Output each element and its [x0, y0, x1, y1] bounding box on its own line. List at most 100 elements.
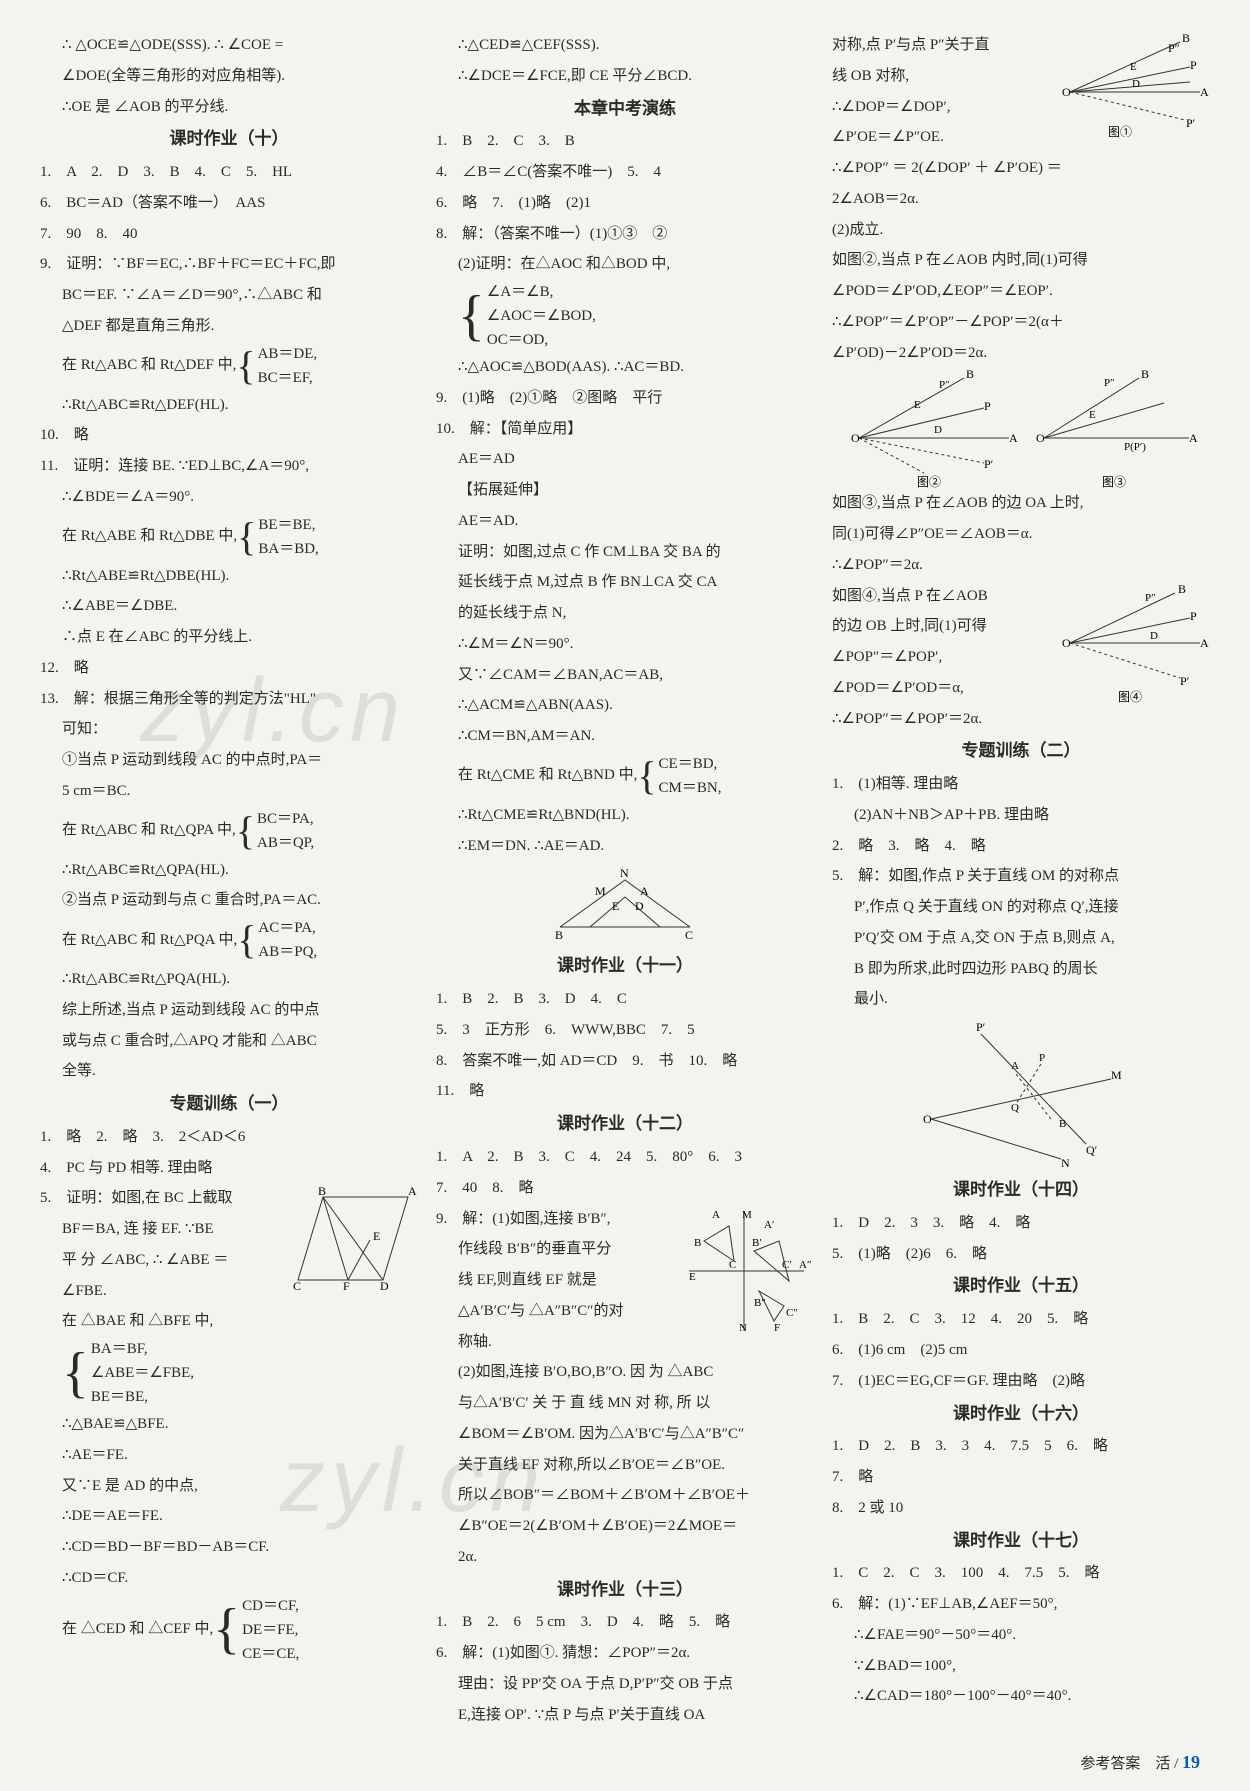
svg-text:A: A [712, 1209, 720, 1221]
svg-text:M: M [1111, 1068, 1122, 1082]
answer-line: 12. 略 [40, 653, 418, 684]
svg-text:F: F [774, 1322, 780, 1334]
proof-line: ∠P′OD)－2∠P′OD＝2α. [832, 338, 1210, 369]
text: BA＝BD, [258, 541, 318, 557]
proof-line: (2)证明：在△AOC 和△BOD 中, [436, 249, 814, 280]
proof-line: 所以∠BOB″＝∠BOM＋∠B′OM＋∠B′OE＋ [436, 1480, 814, 1511]
svg-text:N: N [1061, 1156, 1070, 1169]
svg-text:D: D [1132, 78, 1140, 90]
svg-text:O: O [1062, 85, 1071, 99]
proof-line: 的延长线于点 N, [436, 598, 814, 629]
proof-line: ∴CD＝CF. [40, 1563, 418, 1594]
proof-line: BC＝EF. ∵∠A＝∠D＝90°,∴△ABC 和 [40, 280, 418, 311]
svg-text:B: B [1178, 583, 1186, 596]
text: CD＝CF, [242, 1598, 299, 1614]
proof-line: B 即为所求,此时四边形 PABQ 的周长 [832, 954, 1210, 985]
proof-line: ∴△ACM≌△ABN(AAS). [436, 690, 814, 721]
text: OC＝OD, [487, 332, 548, 348]
proof-line: ∠B″OE＝2(∠B′OM＋∠B′OE)＝2∠MOE＝ [436, 1511, 814, 1542]
svg-text:B′: B′ [752, 1237, 762, 1249]
svg-text:图③: 图③ [1101, 475, 1125, 488]
section-heading-zk: 本章中考演练 [436, 92, 814, 127]
answer-line: 5. (1)略 (2)6 6. 略 [832, 1239, 1210, 1270]
svg-text:P: P [1190, 609, 1197, 623]
text: AB＝QP, [257, 835, 314, 851]
proof-line: 6. 解：(1)如图①. 猜想：∠POP″＝2α. [436, 1638, 814, 1669]
proof-line: 如图②,当点 P 在∠AOB 内时,同(1)可得 [832, 245, 1210, 276]
svg-text:D: D [380, 1279, 389, 1293]
proof-line: ∴Rt△ABC≌Rt△DEF(HL). [40, 390, 418, 421]
svg-text:P′: P′ [976, 1020, 986, 1034]
svg-text:N: N [620, 866, 629, 880]
proof-line: ∴Rt△ABE≌Rt△DBE(HL). [40, 561, 418, 592]
svg-text:E: E [914, 399, 921, 411]
proof-line: ∴CD＝BD－BF＝BD－AB＝CF. [40, 1532, 418, 1563]
proof-line: (2)成立. [832, 215, 1210, 246]
text: ∴∠DCE＝∠FCE,即 CE 平分∠BCD. [436, 61, 814, 92]
brace-group: 在 Rt△ABC 和 Rt△QPA 中, { BC＝PA, AB＝QP, [40, 807, 418, 855]
proof-line: P′Q′交 OM 于点 A,交 ON 于点 B,则点 A, [832, 923, 1210, 954]
brace-group: 在 Rt△ABC 和 Rt△DEF 中, { AB＝DE, BC＝EF, [40, 342, 418, 390]
diagram-row: O A B P″ P P′ E D 图② O A B P″ P(P′) E 图 [832, 368, 1210, 488]
proof-line: 关于直线 EF 对称,所以∠B′OE＝∠B″OE. [436, 1450, 814, 1481]
svg-text:图②: 图② [916, 475, 940, 488]
svg-text:P′: P′ [984, 457, 994, 471]
answer-line: 1. B 2. C 3. 12 4. 20 5. 略 [832, 1304, 1210, 1335]
proof-line: 在 △BAE 和 △BFE 中, [40, 1306, 418, 1337]
text: 在 Rt△ABC 和 Rt△DEF 中, [62, 350, 236, 381]
proof-line: 9. 证明：∵BF＝EC,∴BF＋FC＝EC＋FC,即 [40, 249, 418, 280]
svg-text:A: A [1009, 431, 1018, 445]
svg-text:P″: P″ [1145, 592, 1156, 604]
brace-icon: { [62, 1351, 91, 1396]
page-number: 19 [1182, 1752, 1200, 1772]
proof-line: 【拓展延伸】 [436, 475, 814, 506]
svg-text:P: P [1039, 1052, 1045, 1064]
proof-line: ∴∠POP″ ＝ 2(∠DOP′ ＋ ∠P′OE) ＝ [832, 153, 1210, 184]
answer-line: 1. B 2. B 3. D 4. C [436, 984, 814, 1015]
text: AB＝DE, [258, 346, 318, 362]
text: 在 Rt△ABC 和 Rt△PQA 中, [62, 925, 237, 956]
text: ∴OE 是 ∠AOB 的平分线. [40, 92, 418, 123]
parallelogram-diagram: B A C D E F [288, 1185, 418, 1295]
svg-text:C′: C′ [782, 1259, 792, 1271]
svg-text:A″: A″ [799, 1259, 812, 1271]
answer-line: 5. 3 正方形 6. WWW,BBC 7. 5 [436, 1015, 814, 1046]
svg-text:P″: P″ [1104, 377, 1115, 389]
svg-text:C: C [729, 1259, 736, 1271]
angle-diagram-1: O A B P″ P P′ E D 图① [1060, 32, 1210, 137]
text: ∠ABE＝∠FBE, [91, 1365, 194, 1381]
proof-line: 证明：如图,过点 C 作 CM⊥BA 交 BA 的 [436, 537, 814, 568]
proof-line: ∴∠POP″＝2α. [832, 550, 1210, 581]
svg-text:O: O [1062, 636, 1071, 650]
svg-text:B: B [318, 1185, 326, 1198]
section-heading-10: 课时作业（十） [40, 122, 418, 157]
proof-line: ∴∠ABE＝∠DBE. [40, 591, 418, 622]
svg-text:A: A [408, 1185, 417, 1198]
svg-text:P: P [984, 399, 991, 413]
proof-line: 与△A′B′C′ 关 于 直 线 MN 对 称, 所 以 [436, 1388, 814, 1419]
proof-line: 又∵E 是 AD 的中点, [40, 1471, 418, 1502]
proof-line: 又∵∠CAM＝∠BAN,AC＝AB, [436, 660, 814, 691]
answer-line: 1. D 2. B 3. 3 4. 7.5 5 6. 略 [832, 1431, 1210, 1462]
proof-line: ∴Rt△ABC≌Rt△PQA(HL). [40, 964, 418, 995]
brace-group: { BA＝BF, ∠ABE＝∠FBE, BE＝BE, [40, 1337, 418, 1409]
section-heading-16: 课时作业（十六） [832, 1397, 1210, 1432]
proof-line: ∠BOM＝∠B′OM. 因为△A′B′C′与△A″B″C″ [436, 1419, 814, 1450]
svg-text:A: A [1011, 1060, 1019, 1072]
answer-line: 7. 90 8. 40 [40, 219, 418, 250]
proof-line: 11. 证明：连接 BE. ∵ED⊥BC,∠A＝90°, [40, 451, 418, 482]
proof-line: ∴点 E 在∠ABC 的平分线上. [40, 622, 418, 653]
answer-line: 1. (1)相等. 理由略 [832, 769, 1210, 800]
brace-icon: { [236, 815, 257, 847]
svg-text:D: D [934, 424, 942, 436]
answer-line: 9. (1)略 (2)①略 ②图略 平行 [436, 383, 814, 414]
proof-line: 如图③,当点 P 在∠AOB 的边 OA 上时, [832, 488, 1210, 519]
answer-line: 4. PC 与 PD 相等. 理由略 [40, 1153, 418, 1184]
proof-line: ∴∠POP″＝∠POP′＝2α. [832, 704, 1210, 735]
proof-line: 同(1)可得∠P″OE＝∠AOB＝α. [832, 519, 1210, 550]
svg-text:B: B [1141, 368, 1149, 381]
svg-text:D: D [1150, 630, 1158, 642]
brace-group: { ∠A＝∠B, ∠AOC＝∠BOD, OC＝OD, [436, 280, 814, 352]
svg-text:A′: A′ [764, 1219, 774, 1231]
svg-text:E: E [612, 899, 619, 913]
